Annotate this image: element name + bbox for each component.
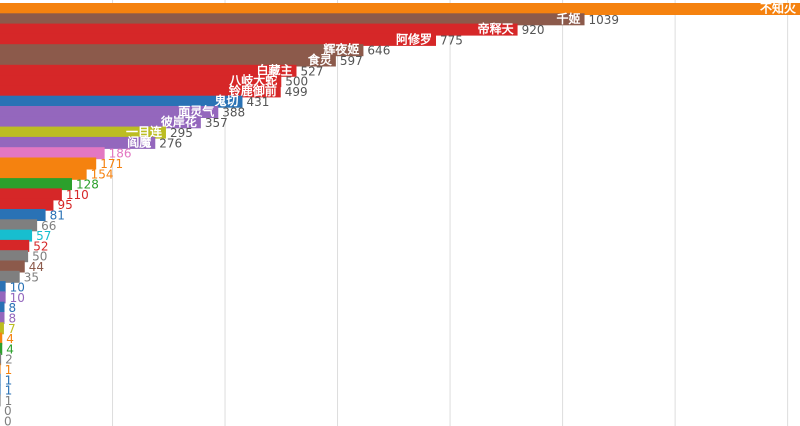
value-label: 646 [367,44,390,58]
bar-name: 面灵气 [178,104,214,119]
value-label: 1039 [589,13,620,27]
value-label: 276 [159,136,182,150]
bar [0,250,29,263]
bar [0,126,166,139]
value-label: 10 [10,291,25,305]
bar [0,136,156,149]
bar [0,106,219,118]
bar-name: 八岐大蛇 [228,73,277,88]
bar [0,301,5,314]
bar [0,95,243,108]
bar [0,219,38,232]
bar-name: 不知火 [760,1,797,16]
bar [0,384,1,397]
bar [0,85,281,98]
bar-name: 千姬 [557,11,581,26]
value-label: 0 [4,404,12,418]
bar [0,332,3,345]
bar-name: 一目连 [126,124,163,139]
bar [0,229,33,242]
value-label: 431 [246,95,269,109]
value-label: 186 [109,147,132,161]
bar [0,64,297,77]
value-label: 95 [57,198,72,212]
bar [0,3,800,15]
value-label: 35 [24,270,39,284]
value-label: 7 [8,322,16,336]
value-label: 920 [522,23,545,37]
bar [0,116,201,129]
value-label: 1 [5,384,13,398]
bar [0,188,62,201]
bar-name: 帝释天 [478,21,515,36]
value-label: 50 [32,250,47,264]
value-label: 44 [29,260,44,274]
bar [0,363,1,376]
bar-name: 食灵 [307,52,333,67]
value-label: 8 [9,301,17,315]
value-label: 10 [10,281,25,295]
bar [0,342,3,355]
value-label: 597 [340,54,363,68]
value-label: 500 [285,75,308,89]
value-label: 1 [5,373,13,387]
value-label: 4 [6,332,14,346]
bar [0,270,20,283]
value-label: 81 [50,209,65,223]
bar [0,373,1,386]
bar [0,322,4,335]
value-label: 154 [91,167,114,181]
value-label: 1 [5,363,13,377]
bar [0,260,25,273]
bar [0,13,585,26]
value-label: 2 [5,353,13,367]
value-label: 4 [6,342,14,356]
bar [0,157,97,170]
value-label: 171 [100,157,123,171]
value-label: 499 [285,85,308,99]
value-label: 0 [4,415,12,426]
bar [0,44,364,57]
value-label: 357 [205,116,228,130]
value-label: 8 [9,312,17,326]
value-label: 57 [36,229,51,243]
value-label: 1 [5,394,13,408]
bar [0,198,54,211]
bar [0,239,30,252]
bar [0,54,336,67]
bar-name: 彼岸花 [161,114,197,129]
value-label: 128 [76,178,99,192]
bar-name: 阿修罗 [396,31,432,46]
bar [0,33,437,46]
bar [0,167,87,180]
bar [0,178,73,191]
bar [0,209,46,221]
value-label: 110 [66,188,89,202]
bar-name: 阎魔 [127,134,152,149]
bar [0,147,105,160]
value-label: 775 [440,33,463,47]
value-label: 52 [33,239,48,253]
bar-name: 铃鹿御前 [229,83,277,98]
value-label: 295 [170,126,193,140]
bar [0,75,282,88]
bar [0,291,6,304]
bar-name: 白藏主 [256,62,292,77]
bar-name: 辉夜姬 [323,42,359,57]
value-label: 527 [300,64,323,78]
bar [0,281,6,294]
bar [0,394,1,407]
bar [0,312,5,324]
bar-name: 鬼切 [214,93,238,108]
value-label: 66 [41,219,56,233]
bar [0,23,518,36]
bar [0,353,2,366]
value-label: 388 [222,106,245,120]
